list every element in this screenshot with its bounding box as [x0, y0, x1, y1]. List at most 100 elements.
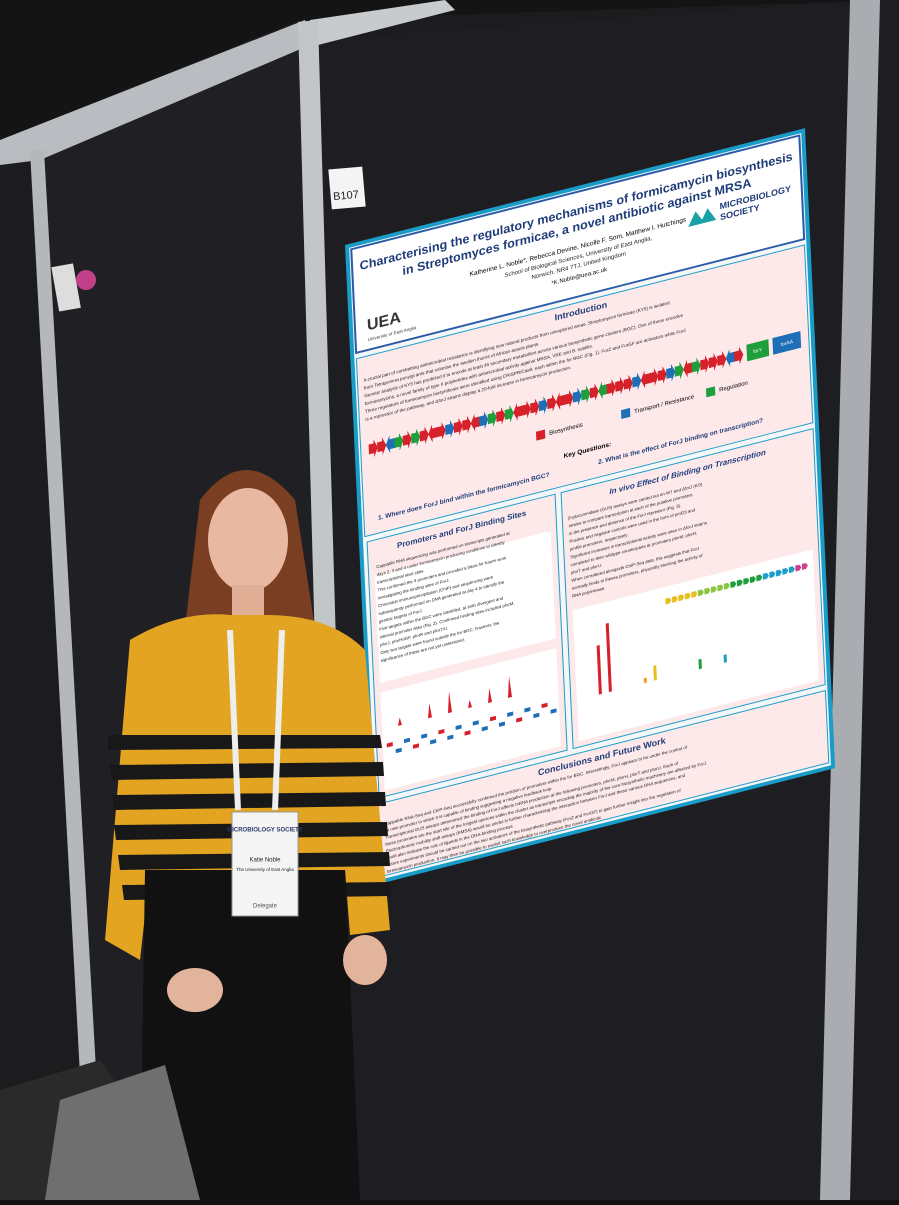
gene-arrow — [782, 567, 789, 575]
gene-arrow — [462, 415, 472, 434]
gene-label: forY — [753, 347, 763, 355]
gene-track — [421, 733, 428, 739]
gene-arrow — [402, 430, 412, 449]
badge-role: Delegate — [253, 904, 278, 910]
gus-bar — [605, 622, 612, 693]
sticker — [51, 263, 81, 312]
gene-track — [516, 717, 523, 723]
gene-arrow — [436, 422, 446, 440]
gene-arrow — [691, 357, 701, 376]
gene-arrow — [775, 569, 782, 577]
gene-arrow — [762, 572, 769, 580]
poster-header — [350, 134, 806, 355]
gene-arrow — [684, 592, 691, 600]
gus-bar — [596, 645, 602, 695]
gene-arrow — [487, 409, 497, 427]
gene-arrow — [723, 582, 730, 590]
handbag — [45, 1065, 200, 1200]
gene-arrow — [368, 439, 378, 458]
sweater — [105, 614, 390, 960]
gene-arrow — [756, 574, 763, 582]
gene-arrow — [470, 413, 481, 432]
figure-box — [380, 648, 561, 791]
chip-peak — [428, 703, 433, 719]
text-box — [374, 530, 556, 684]
gene-arrow — [598, 381, 608, 400]
gene-box — [746, 339, 770, 362]
lanyard — [227, 629, 285, 811]
gene-arrow — [801, 562, 808, 570]
gene-track — [541, 702, 548, 709]
face — [208, 488, 288, 592]
gene-arrow — [736, 579, 743, 587]
gene-track — [472, 720, 479, 726]
gene-label: forAA — [780, 339, 793, 348]
gene-arrow — [717, 350, 727, 369]
gene-arrow — [730, 581, 737, 589]
booth-sign — [328, 166, 366, 210]
badge-institution: The University of East Anglia — [236, 867, 294, 872]
chip-peak — [448, 691, 453, 714]
gene-arrow — [671, 596, 678, 603]
society-logo-mark — [688, 208, 717, 228]
booth-number: B107 — [333, 189, 360, 203]
gene-arrow — [419, 426, 429, 445]
gene-arrow — [547, 394, 557, 412]
gene-arrow — [666, 363, 676, 382]
gene-arrow — [555, 392, 566, 410]
gene-arrow — [795, 564, 802, 572]
gene-arrow — [674, 361, 684, 380]
gene-arrow — [657, 366, 667, 384]
gene-track — [447, 734, 454, 741]
gene-track — [533, 712, 540, 719]
gene-arrow — [496, 407, 506, 425]
badge — [231, 811, 299, 917]
gene-arrow — [623, 374, 633, 393]
gene-arrow — [691, 591, 698, 598]
gene-track — [507, 711, 514, 717]
gene-arrow — [394, 433, 404, 451]
gene-arrow — [649, 368, 659, 386]
badge-name: Katie Noble — [249, 858, 281, 864]
gene-track — [498, 721, 506, 727]
frame-post — [30, 150, 96, 1075]
gene-arrow — [589, 383, 599, 401]
gene-track — [412, 743, 420, 749]
gene-track — [386, 742, 393, 748]
gene-arrow — [632, 372, 642, 391]
gene-track — [489, 715, 497, 722]
gus-bar — [698, 658, 702, 670]
chip-peak — [508, 675, 513, 698]
gene-arrow — [678, 594, 685, 602]
gene-arrow — [788, 566, 795, 574]
gene-arrow — [615, 376, 625, 395]
gene-arrow — [743, 577, 750, 585]
gene-arrow — [749, 576, 756, 584]
gene-arrow — [377, 437, 387, 455]
gene-track — [550, 708, 557, 714]
chip-peak — [398, 717, 403, 726]
gus-bar — [723, 654, 727, 663]
gene-arrow — [769, 571, 776, 579]
gus-bar — [643, 677, 647, 684]
gene-arrow — [564, 389, 574, 408]
gus-bar — [653, 665, 657, 681]
chip-peak — [468, 699, 473, 709]
gene-track — [455, 724, 462, 731]
stripes — [108, 735, 390, 900]
badge-society: MICROBIOLOGY SOCIETY — [227, 828, 303, 834]
gene-arrow — [530, 398, 540, 417]
gene-arrow — [700, 355, 710, 373]
gene-arrow — [640, 370, 651, 389]
gene-track — [403, 737, 411, 744]
gene-arrow — [710, 586, 717, 593]
gene-arrow — [385, 435, 396, 454]
gene-arrow — [428, 424, 438, 443]
gene-track — [464, 730, 471, 736]
gene-box — [772, 331, 802, 355]
figure-box — [572, 549, 819, 742]
top-rail-right — [310, 0, 455, 45]
gene-arrow — [411, 428, 421, 447]
legend-swatch — [535, 429, 546, 441]
